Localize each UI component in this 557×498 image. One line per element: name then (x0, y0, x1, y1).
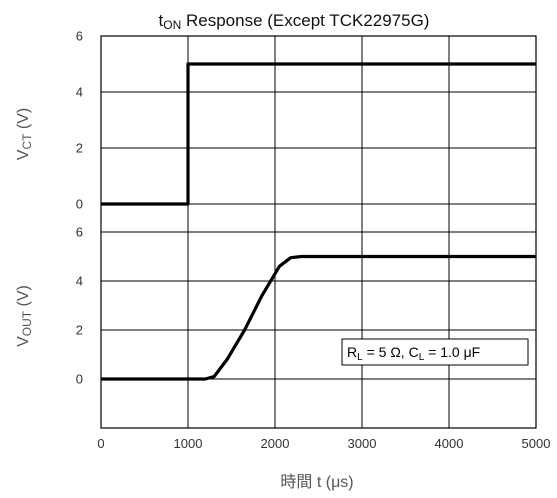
x-tick-label: 1000 (174, 436, 203, 451)
y-tick-labels: 0 2 4 6 0 2 4 6 (76, 29, 83, 387)
x-axis-title: 時間 t (μs) (280, 473, 353, 491)
series-line-vout (101, 254, 536, 381)
y-axis-title-vct: VCT (V) (15, 108, 34, 160)
y-tick-label-vout: 4 (76, 274, 83, 289)
y-tick-label-vout: 6 (76, 225, 83, 240)
x-tick-label: 2000 (261, 436, 290, 451)
plot-frame (100, 35, 537, 429)
x-tick-label: 5000 (522, 436, 551, 451)
y-axis-title-vout: VOUT (V) (15, 285, 34, 347)
x-tick-label: 3000 (348, 436, 377, 451)
conditions-annotation: RL = 5 Ω, CL = 1.0 μF (341, 338, 529, 366)
annotation-text: RL = 5 Ω, CL = 1.0 μF (347, 344, 480, 363)
annotation-box (341, 338, 529, 366)
y-tick-label-vout: 0 (76, 372, 83, 387)
x-tick-labels: 0 1000 2000 3000 4000 5000 (97, 436, 550, 451)
chart-title: tON Response (Except TCK22975G) (159, 11, 430, 32)
series-line-vct (101, 62, 536, 206)
y-tick-label-vct: 0 (76, 197, 83, 212)
x-tick-label: 0 (97, 436, 104, 451)
y-tick-label-vct: 2 (76, 141, 83, 156)
series-layer (101, 62, 536, 381)
y-tick-label-vct: 6 (76, 29, 83, 44)
y-tick-label-vct: 4 (76, 85, 83, 100)
y-tick-label-vout: 2 (76, 323, 83, 338)
x-tick-label: 4000 (435, 436, 464, 451)
plot-grid (101, 35, 536, 429)
